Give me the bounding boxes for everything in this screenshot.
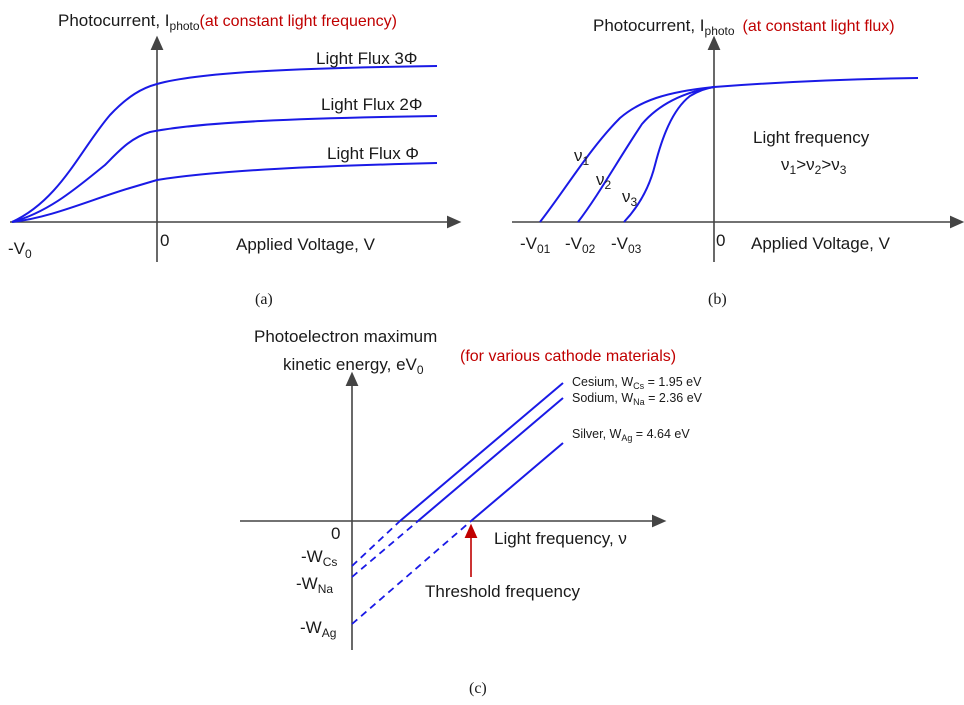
panel-b-x-label: Applied Voltage, V [751, 234, 891, 253]
panel-a-curve-3phi [11, 65, 438, 223]
panel-a-curve-2phi [11, 115, 438, 223]
panel-b-caption: (b) [708, 291, 727, 308]
panel-b-stop-v01: -V01 [520, 234, 551, 256]
panel-b-curve-nu2 [577, 86, 715, 223]
panel-b-label-nu2: ν2 [596, 170, 612, 192]
panel-c-label-sodium: Sodium, WNa = 2.36 eV [572, 391, 703, 407]
panel-b-label-nu3: ν3 [622, 187, 638, 209]
panel-c-silver-extrapolation [351, 520, 472, 625]
panel-c-label-silver: Silver, WAg = 4.64 eV [572, 427, 690, 443]
panel-b-label-nu1: ν1 [574, 146, 590, 168]
panel-c-y-label-note: (for various cathode materials) [460, 348, 676, 365]
panel-a-label-3phi: Light Flux 3Φ [316, 49, 417, 68]
panel-a-label-2phi: Light Flux 2Φ [321, 95, 422, 114]
panel-b-curve-nu3 [623, 86, 715, 223]
panel-b-legend-title: Light frequency [753, 128, 870, 147]
panel-c-x-label: Light frequency, ν [494, 529, 627, 548]
panel-c-origin: 0 [331, 524, 340, 543]
panel-c-y-label-line2: kinetic energy, eV0 [283, 355, 424, 377]
panel-a-origin: 0 [160, 231, 169, 250]
panel-b-legend-relation: ν1>ν2>ν3 [781, 155, 847, 177]
panel-c-cesium-line [399, 382, 564, 522]
panel-a: Photocurrent, Iphoto(at constant light f… [8, 11, 462, 308]
panel-b-origin: 0 [716, 231, 725, 250]
panel-b: Photocurrent, Iphoto (at constant light f… [512, 16, 964, 308]
panel-b-y-label: Photocurrent, Iphoto (at constant light f… [593, 16, 895, 38]
panel-c-intercept-cs: -WCs [301, 547, 337, 569]
panel-c-cesium-extrapolation [351, 520, 401, 567]
panel-b-stop-v02: -V02 [565, 234, 596, 256]
panel-a-curve-phi [11, 162, 438, 223]
panel-c-y-label-line1: Photoelectron maximum [254, 327, 437, 346]
panel-c: Photoelectron maximum kinetic energy, eV… [240, 327, 703, 697]
panel-c-intercept-na: -WNa [296, 574, 333, 596]
panel-a-y-label: Photocurrent, Iphoto(at constant light f… [58, 11, 397, 33]
panel-a-label-phi: Light Flux Φ [327, 144, 419, 163]
panel-c-sodium-line [417, 397, 564, 522]
panel-c-silver-line [470, 442, 564, 522]
panel-a-caption: (a) [255, 291, 273, 308]
panel-c-label-cesium: Cesium, WCs = 1.95 eV [572, 375, 702, 391]
panel-c-threshold-label: Threshold frequency [425, 582, 580, 601]
panel-b-curve-nu1 [539, 86, 715, 223]
panel-b-stop-v03: -V03 [611, 234, 642, 256]
panel-c-intercept-ag: -WAg [300, 618, 336, 640]
panel-b-saturation [713, 77, 919, 88]
panel-c-caption: (c) [469, 680, 487, 697]
panel-a-stop-voltage: -V0 [8, 239, 32, 261]
panel-a-x-label: Applied Voltage, V [236, 235, 376, 254]
panel-c-sodium-extrapolation [351, 520, 419, 578]
